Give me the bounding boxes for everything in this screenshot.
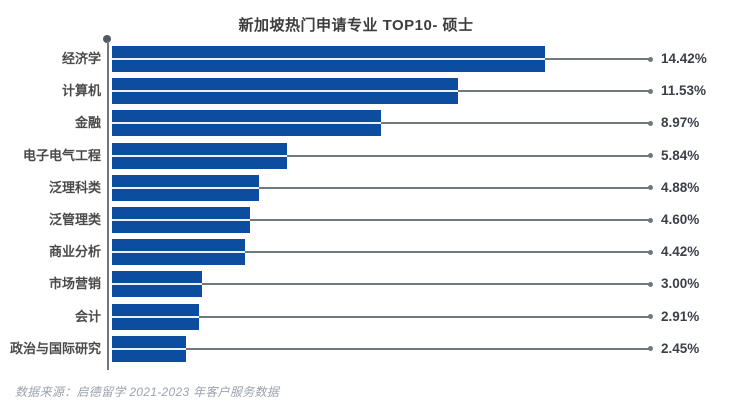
- value-label: 2.45%: [661, 340, 700, 356]
- leader-line: [199, 315, 649, 318]
- bar-row: 计算机 11.53%: [0, 78, 743, 105]
- bar-center-line: [112, 251, 245, 254]
- category-label: 会计: [74, 308, 101, 324]
- bar-center-line: [112, 186, 259, 189]
- leader-line: [245, 251, 649, 254]
- data-source-note: 数据来源：启德留学 2021-2023 年客户服务数据: [15, 385, 280, 399]
- bar: [112, 239, 245, 266]
- bar-center-line: [112, 283, 202, 286]
- value-label: 4.60%: [661, 212, 700, 227]
- value-label: 2.91%: [661, 308, 700, 324]
- bar-row: 电子电气工程 5.84%: [0, 142, 743, 169]
- arrow-head-dot: [648, 120, 653, 126]
- bar-center-line: [112, 154, 287, 157]
- leader-line: [186, 347, 649, 350]
- bar: [112, 207, 250, 233]
- arrow-head-dot: [648, 314, 653, 320]
- category-label: 金融: [74, 115, 101, 131]
- chart-title: 新加坡热门申请专业 TOP10- 硕士: [238, 17, 474, 34]
- bar-center-line: [112, 219, 250, 221]
- category-label: 经济学: [61, 51, 101, 66]
- leader-line: [545, 58, 649, 60]
- arrow-head-dot: [648, 217, 653, 223]
- axis-top-dot: [103, 35, 111, 43]
- value-label: 3.00%: [661, 276, 700, 292]
- value-label: 11.53%: [661, 83, 707, 99]
- category-label: 泛管理类: [48, 212, 101, 227]
- bar: [112, 335, 186, 362]
- category-label: 泛理科类: [48, 179, 101, 195]
- bar-row: 泛管理类 4.60%: [0, 207, 743, 233]
- arrow-head-dot: [648, 153, 653, 159]
- bar: [112, 174, 259, 201]
- category-label: 商业分析: [48, 244, 101, 260]
- leader-line: [458, 90, 649, 93]
- arrow-head-dot: [648, 249, 653, 255]
- category-label: 计算机: [61, 83, 101, 99]
- bar-row: 泛理科类 4.88%: [0, 174, 743, 201]
- bar: [112, 46, 545, 72]
- category-label: 市场营销: [48, 276, 101, 292]
- bar-row: 经济学 14.42%: [0, 46, 743, 72]
- bar-center-line: [112, 347, 186, 350]
- leader-line: [381, 122, 649, 125]
- bar: [112, 271, 202, 298]
- leader-line: [259, 186, 649, 189]
- category-label: 电子电气工程: [22, 147, 101, 163]
- y-axis-line: [107, 41, 109, 370]
- bar-center-line: [112, 58, 545, 60]
- value-label: 4.88%: [661, 179, 700, 195]
- bar: [112, 110, 381, 137]
- leader-line: [250, 219, 649, 221]
- arrow-head-dot: [648, 346, 653, 352]
- bar: [112, 78, 458, 105]
- arrow-head-dot: [648, 56, 653, 62]
- leader-line: [287, 154, 649, 157]
- arrow-head-dot: [648, 88, 653, 94]
- leader-line: [202, 283, 649, 286]
- bar-row: 金融 8.97%: [0, 110, 743, 137]
- bar-row: 会计 2.91%: [0, 303, 743, 330]
- bar-row: 市场营销 3.00%: [0, 271, 743, 298]
- value-label: 14.42%: [661, 51, 707, 66]
- bar-center-line: [112, 315, 199, 318]
- value-label: 5.84%: [661, 147, 700, 163]
- bar-row: 政治与国际研究 2.45%: [0, 335, 743, 362]
- arrow-head-dot: [648, 185, 653, 191]
- bar: [112, 303, 199, 330]
- arrow-head-dot: [648, 281, 653, 287]
- bar: [112, 142, 287, 169]
- bar-row: 商业分析 4.42%: [0, 239, 743, 266]
- value-label: 8.97%: [661, 115, 700, 131]
- bar-center-line: [112, 90, 458, 93]
- bar-center-line: [112, 122, 381, 125]
- category-label: 政治与国际研究: [9, 340, 101, 356]
- value-label: 4.42%: [661, 244, 700, 260]
